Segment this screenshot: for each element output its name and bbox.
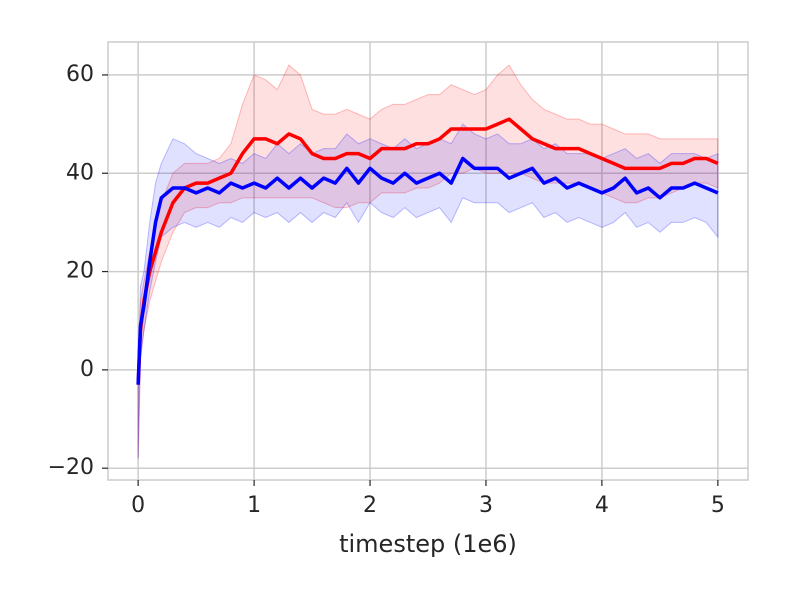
y-tick-label: −20 [48,455,94,480]
x-tick-label: 0 [131,493,145,518]
y-tick-label: 40 [66,160,94,185]
x-tick-label: 1 [247,493,261,518]
x-tick-label: 4 [595,493,609,518]
y-tick-label: 20 [66,259,94,284]
x-tick-label: 3 [479,493,493,518]
line [136,117,719,385]
x-axis-label: timestep (1e6) [339,530,517,558]
line [136,156,719,385]
x-tick-label: 5 [711,493,725,518]
x-tick-label: 2 [363,493,377,518]
plot-area [107,41,749,481]
y-tick-label: 60 [66,62,94,87]
y-tick-label: 0 [80,357,94,382]
band [137,64,719,459]
